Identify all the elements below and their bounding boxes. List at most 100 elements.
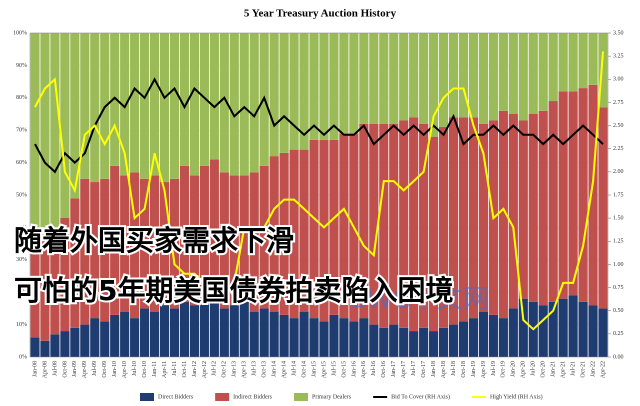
plot-frame xyxy=(29,32,609,358)
y-tick-label: 80% xyxy=(16,95,27,101)
bar-segment xyxy=(359,123,369,319)
y-tick-label: 0% xyxy=(19,354,27,360)
bar-segment xyxy=(568,33,578,92)
bar-segment xyxy=(309,318,319,357)
bar-segment xyxy=(438,327,449,357)
bar-segment xyxy=(598,308,608,357)
y2-tick-label: 1.00 xyxy=(613,262,624,268)
bar-segment xyxy=(498,110,508,319)
bar-segment xyxy=(518,120,528,299)
x-tick-label: Oct-10 xyxy=(142,361,148,378)
bar-segment xyxy=(468,33,479,118)
bar-segment xyxy=(189,33,200,176)
bar-segment xyxy=(409,33,419,118)
bar-segment xyxy=(179,301,190,357)
y2-tick-label: 3.50 xyxy=(613,30,624,36)
overlay: BWC中文网 随着外国买家需求下滑 可怕的5年期美国债券拍卖陷入困境 xyxy=(12,222,489,315)
x-tick-label: Jul-17 xyxy=(411,361,417,376)
bar-segment xyxy=(140,178,150,309)
bar-segment xyxy=(110,33,120,166)
bar-segment xyxy=(279,314,289,357)
bar-segment xyxy=(508,114,518,309)
bar-segment xyxy=(399,327,409,357)
bar-segment xyxy=(438,33,449,127)
bar-segment xyxy=(50,237,60,335)
x-tick-label: Oct-12 xyxy=(222,361,228,378)
y2-tick-label: 3.25 xyxy=(613,54,624,60)
bar-segment xyxy=(90,182,100,319)
y-tick-label: 20% xyxy=(16,290,27,296)
bar-segment xyxy=(588,305,598,357)
bar-segment xyxy=(528,114,538,302)
x-tick-label: Jul-16 xyxy=(371,361,377,376)
bar-segment xyxy=(229,175,239,306)
bar-segment xyxy=(548,33,558,102)
bar-segment xyxy=(209,159,219,302)
x-tick-label: Jan-22 xyxy=(590,361,596,377)
x-tick-label: Apr-11 xyxy=(162,361,168,378)
bar-segment xyxy=(140,308,150,357)
bar-segment xyxy=(349,33,359,134)
bar-segment xyxy=(299,33,309,150)
legend-label: High Yield (RH Axis) xyxy=(490,393,543,400)
y2-tick-label: 2.00 xyxy=(613,169,624,175)
bar-segment xyxy=(60,217,70,332)
y-tick-label: 100% xyxy=(13,30,27,36)
bar-segment xyxy=(309,33,319,140)
bar-segment xyxy=(399,120,409,328)
bar-segment xyxy=(508,33,518,114)
bar-segment xyxy=(379,327,389,357)
bar-segment xyxy=(219,172,229,309)
bar-segment xyxy=(110,314,120,357)
bar-segment xyxy=(179,33,190,166)
bar-segment xyxy=(419,123,429,328)
x-tick-label: Jan-18 xyxy=(431,361,437,377)
bar-segment xyxy=(269,33,279,157)
bar-segment xyxy=(478,33,489,124)
bar-segment xyxy=(508,308,518,357)
y2-tick-label: 0.75 xyxy=(613,285,624,291)
line-series xyxy=(34,51,604,331)
y2-tick-label: 1.50 xyxy=(613,216,624,222)
bar-segment xyxy=(279,152,289,315)
bar-segment xyxy=(70,198,80,328)
x-tick-label: Apr-10 xyxy=(122,361,128,378)
bar-segment xyxy=(70,33,80,199)
bar-segment xyxy=(110,165,120,315)
bar-segment xyxy=(299,311,309,357)
bar-segment xyxy=(149,311,160,357)
bar-segment xyxy=(339,33,349,134)
bar-segment xyxy=(189,175,200,306)
x-tick-label: Jul-10 xyxy=(132,361,138,376)
bar-segment xyxy=(209,301,219,357)
bar-segment xyxy=(339,133,349,319)
bar-segment xyxy=(239,301,249,357)
bar-segment xyxy=(448,117,459,325)
bar-segment xyxy=(120,311,130,357)
bar-segment xyxy=(159,305,170,357)
bar-segment xyxy=(458,321,469,357)
y-tick-label: 90% xyxy=(16,63,27,69)
x-tick-label: Apr-16 xyxy=(361,361,367,378)
x-tick-label: Apr-12 xyxy=(202,361,208,378)
x-tick-label: Jan-17 xyxy=(391,361,397,377)
x-tick-label: Jul-13 xyxy=(252,361,258,376)
y-tick-label: 40% xyxy=(16,225,27,231)
bar-segment xyxy=(209,33,219,160)
x-tick-label: Apr-18 xyxy=(441,361,447,378)
bar-segment xyxy=(578,88,588,302)
bar-segment xyxy=(219,308,229,357)
bar-segment xyxy=(438,126,449,328)
chart-title: 5 Year Treasury Auction History xyxy=(244,8,397,20)
x-tick-label: Oct-09 xyxy=(102,361,108,378)
line-series xyxy=(34,77,604,174)
x-tick-label: Jan-19 xyxy=(471,361,477,377)
y2-tick-label: 0.50 xyxy=(613,308,624,314)
bar-segment xyxy=(130,172,140,319)
bar-segment xyxy=(468,318,479,357)
x-tick-label: Oct-18 xyxy=(461,361,467,378)
bar-segment xyxy=(30,337,40,357)
bar-segment xyxy=(329,139,339,315)
bar-segment xyxy=(369,33,379,124)
x-tick-label: Jan-08 xyxy=(32,361,38,377)
